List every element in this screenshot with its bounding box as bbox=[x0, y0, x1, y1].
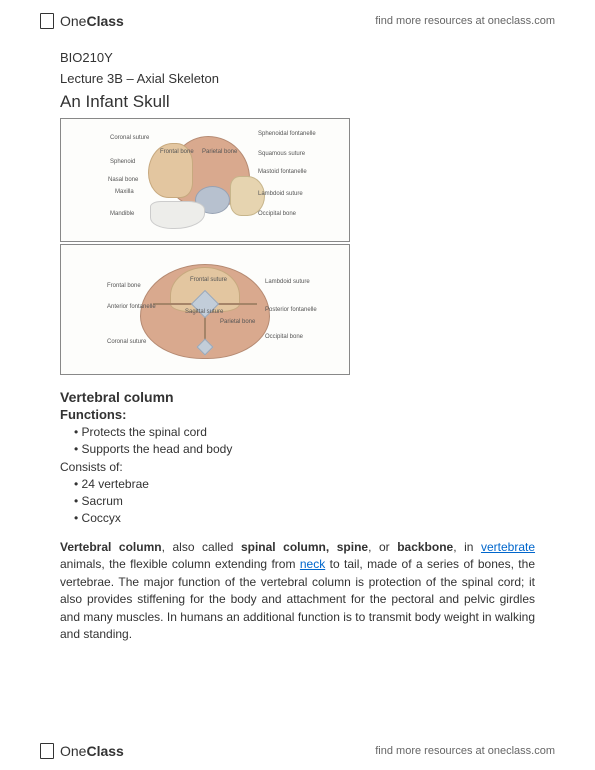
label-coronal: Coronal suture bbox=[110, 135, 149, 141]
label2-anterior: Anterior fontanelle bbox=[107, 304, 156, 310]
footer-tagline[interactable]: find more resources at oneclass.com bbox=[375, 745, 555, 757]
logo-one: One bbox=[60, 13, 86, 29]
label-sphenoid: Sphenoid bbox=[110, 159, 135, 165]
logo-class: Class bbox=[86, 13, 123, 29]
label-lambdoid: Lambdoid suture bbox=[258, 191, 303, 197]
para-text: , or bbox=[368, 540, 397, 554]
header-tagline[interactable]: find more resources at oneclass.com bbox=[375, 15, 555, 27]
label2-frontal: Frontal bone bbox=[107, 283, 141, 289]
page-title: An Infant Skull bbox=[60, 92, 535, 112]
para-text: , also called bbox=[162, 540, 241, 554]
content: BIO210Y Lecture 3B – Axial Skeleton An I… bbox=[0, 40, 595, 643]
para-text: animals, the flexible column extending f… bbox=[60, 557, 300, 571]
footer: OneClass find more resources at oneclass… bbox=[0, 730, 595, 770]
label-nasal: Nasal bone bbox=[108, 177, 138, 183]
functions-list: Protects the spinal cord Supports the he… bbox=[74, 425, 535, 456]
label-occipital: Occipital bone bbox=[258, 211, 296, 217]
logo-one: One bbox=[60, 743, 86, 759]
link-neck[interactable]: neck bbox=[300, 557, 325, 571]
label-mastoid: Mastoid fontanelle bbox=[258, 169, 307, 175]
para-text: , in bbox=[453, 540, 481, 554]
mandible-shape bbox=[150, 201, 205, 229]
para-bold-3: backbone bbox=[397, 540, 453, 554]
skull-side-diagram: Coronal suture Sphenoid Nasal bone Maxil… bbox=[60, 118, 350, 242]
logo-icon bbox=[40, 743, 54, 759]
link-vertebrate[interactable]: vertebrate bbox=[481, 540, 535, 554]
function-item: Protects the spinal cord bbox=[74, 425, 535, 439]
functions-heading: Functions: bbox=[60, 407, 535, 422]
consists-list: 24 vertebrae Sacrum Coccyx bbox=[74, 477, 535, 525]
label2-parietal: Parietal bone bbox=[220, 319, 255, 325]
label2-sagittal: Sagittal suture bbox=[185, 309, 223, 315]
para-bold-1: Vertebral column bbox=[60, 540, 162, 554]
function-item: Supports the head and body bbox=[74, 442, 535, 456]
logo-class: Class bbox=[86, 743, 123, 759]
label-sphen-font: Sphenoidal fontanelle bbox=[258, 131, 316, 137]
label2-coronal: Coronal suture bbox=[107, 339, 146, 345]
label2-frontal-s: Frontal suture bbox=[190, 277, 227, 283]
skull-top-diagram: Frontal bone Anterior fontanelle Coronal… bbox=[60, 244, 350, 375]
label-frontal: Frontal bone bbox=[160, 149, 194, 155]
lecture-title: Lecture 3B – Axial Skeleton bbox=[60, 71, 535, 86]
label2-posterior: Posterior fontanelle bbox=[265, 307, 317, 313]
label-parietal: Parietal bone bbox=[202, 149, 237, 155]
footer-logo[interactable]: OneClass bbox=[40, 743, 124, 759]
header: OneClass find more resources at oneclass… bbox=[0, 0, 595, 40]
logo-text: OneClass bbox=[60, 743, 124, 759]
logo-text: OneClass bbox=[60, 13, 124, 29]
label2-occipital: Occipital bone bbox=[265, 334, 303, 340]
consists-item: 24 vertebrae bbox=[74, 477, 535, 491]
label-mandible: Mandible bbox=[110, 211, 134, 217]
section-vertebral: Vertebral column bbox=[60, 389, 535, 405]
consists-heading: Consists of: bbox=[60, 460, 535, 474]
logo-icon bbox=[40, 13, 54, 29]
consists-item: Sacrum bbox=[74, 494, 535, 508]
consists-item: Coccyx bbox=[74, 511, 535, 525]
label-maxilla: Maxilla bbox=[115, 189, 134, 195]
para-bold-2: spinal column, spine bbox=[241, 540, 368, 554]
logo[interactable]: OneClass bbox=[40, 13, 124, 29]
vertebral-paragraph: Vertebral column, also called spinal col… bbox=[60, 539, 535, 643]
label-squamous: Squamous suture bbox=[258, 151, 305, 157]
course-code: BIO210Y bbox=[60, 50, 535, 65]
label2-lambdoid: Lambdoid suture bbox=[265, 279, 310, 285]
